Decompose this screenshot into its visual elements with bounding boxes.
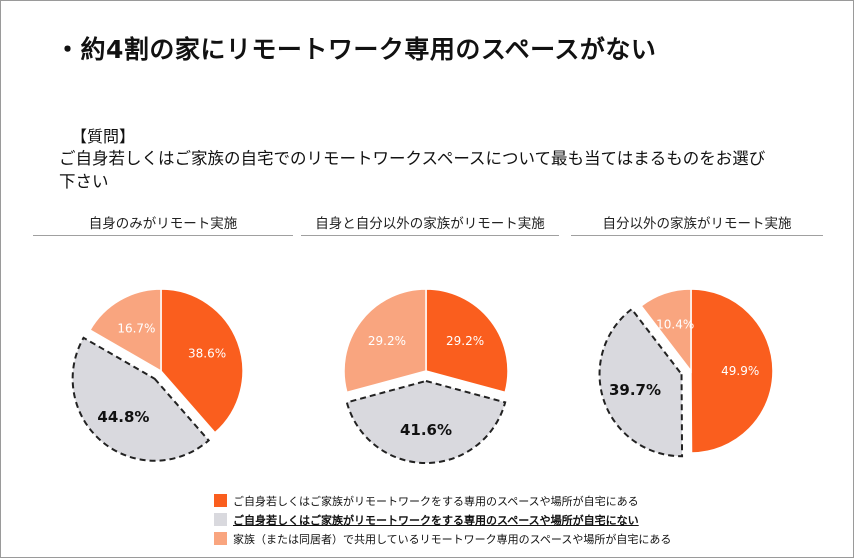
pie-1-slice-1 <box>160 288 244 434</box>
question-text: ご自身若しくはご家族の自宅でのリモートワークスペースについて最も当てはまるものを… <box>59 149 766 191</box>
pie-2-slice-1 <box>425 288 509 394</box>
legend-swatch <box>214 532 227 545</box>
pie-1-slice-3 <box>88 288 162 373</box>
pie-3-slice-1 <box>690 288 774 454</box>
question-label: 【質問】 <box>71 127 136 146</box>
pie-1-divider <box>33 235 293 236</box>
pie-3-label-2: 39.7% <box>609 381 661 399</box>
pie-2-label-2: 41.6% <box>400 421 452 439</box>
legend-swatch <box>214 513 227 526</box>
pie-1-label-3: 16.7% <box>117 321 155 335</box>
legend-label: ご自身若しくはご家族がリモートワークをする専用のスペースや場所が自宅にない <box>233 513 639 527</box>
pie-1-title: 自身のみがリモート実施 <box>88 216 238 232</box>
pie-3-label-1: 49.9% <box>721 364 759 378</box>
pie-chart-3: 49.9% 39.7% 10.4% <box>598 288 774 458</box>
pie-3-divider <box>571 235 823 236</box>
pie-2-label-3: 29.2% <box>368 334 406 348</box>
legend-item-shared: 家族（または同居者）で共用しているリモートワーク専用のスペースや場所が自宅にある <box>214 529 671 548</box>
legend-item-no-space: ご自身若しくはご家族がリモートワークをする専用のスペースや場所が自宅にない <box>214 510 671 529</box>
pie-2-label-1: 29.2% <box>446 334 484 348</box>
legend-label: 家族（または同居者）で共用しているリモートワーク専用のスペースや場所が自宅にある <box>233 532 672 546</box>
pie-2-divider <box>301 235 559 236</box>
pie-3-label-3: 10.4% <box>656 317 694 331</box>
legend: ご自身若しくはご家族がリモートワークをする専用のスペースや場所が自宅にある ご自… <box>214 491 671 548</box>
pie-1-label-1: 38.6% <box>188 347 226 361</box>
legend-swatch <box>214 494 227 507</box>
pie-3-slice-3 <box>640 288 692 374</box>
pie-chart-2: 29.2% 41.6% 29.2% <box>343 288 509 464</box>
legend-label: ご自身若しくはご家族がリモートワークをする専用のスペースや場所が自宅にある <box>233 494 639 508</box>
pie-3-slice-2 <box>598 307 684 458</box>
pie-2-slice-2 <box>345 379 507 464</box>
pie-2-title: 自身と自分以外の家族がリモート実施 <box>315 216 545 232</box>
pie-1-label-2: 44.8% <box>97 408 149 426</box>
page-title: ・約4割の家にリモートワーク専用のスペースがない <box>55 35 657 64</box>
pie-1-slice-2 <box>71 336 211 462</box>
pie-chart-1: 38.6% 44.8% 16.7% <box>71 288 244 462</box>
pie-2-slice-3 <box>343 288 427 394</box>
pie-3-title: 自分以外の家族がリモート実施 <box>602 216 792 232</box>
legend-item-has-space: ご自身若しくはご家族がリモートワークをする専用のスペースや場所が自宅にある <box>214 491 671 510</box>
